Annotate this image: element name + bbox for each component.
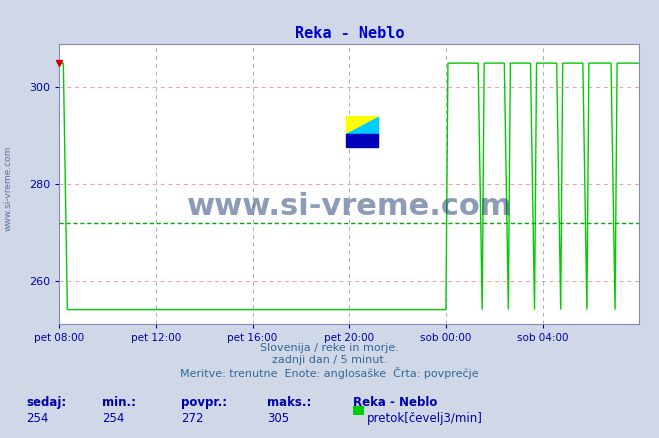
Text: Meritve: trenutne  Enote: anglosaške  Črta: povprečje: Meritve: trenutne Enote: anglosaške Črta… [180, 367, 479, 379]
Text: maks.:: maks.: [267, 396, 311, 410]
Text: 305: 305 [267, 412, 289, 425]
Text: zadnji dan / 5 minut.: zadnji dan / 5 minut. [272, 355, 387, 365]
Text: pretok[čevelj3/min]: pretok[čevelj3/min] [367, 412, 483, 425]
Text: Reka - Neblo: Reka - Neblo [353, 396, 437, 410]
Text: Slovenija / reke in morje.: Slovenija / reke in morje. [260, 343, 399, 353]
Text: min.:: min.: [102, 396, 136, 410]
Text: www.si-vreme.com: www.si-vreme.com [3, 146, 13, 231]
Text: www.si-vreme.com: www.si-vreme.com [186, 192, 512, 221]
Text: povpr.:: povpr.: [181, 396, 227, 410]
Text: 272: 272 [181, 412, 204, 425]
Text: 254: 254 [102, 412, 125, 425]
Title: Reka - Neblo: Reka - Neblo [295, 26, 404, 41]
Polygon shape [347, 117, 378, 134]
Polygon shape [347, 134, 378, 147]
Text: 254: 254 [26, 412, 49, 425]
Polygon shape [347, 117, 378, 134]
Text: sedaj:: sedaj: [26, 396, 67, 410]
